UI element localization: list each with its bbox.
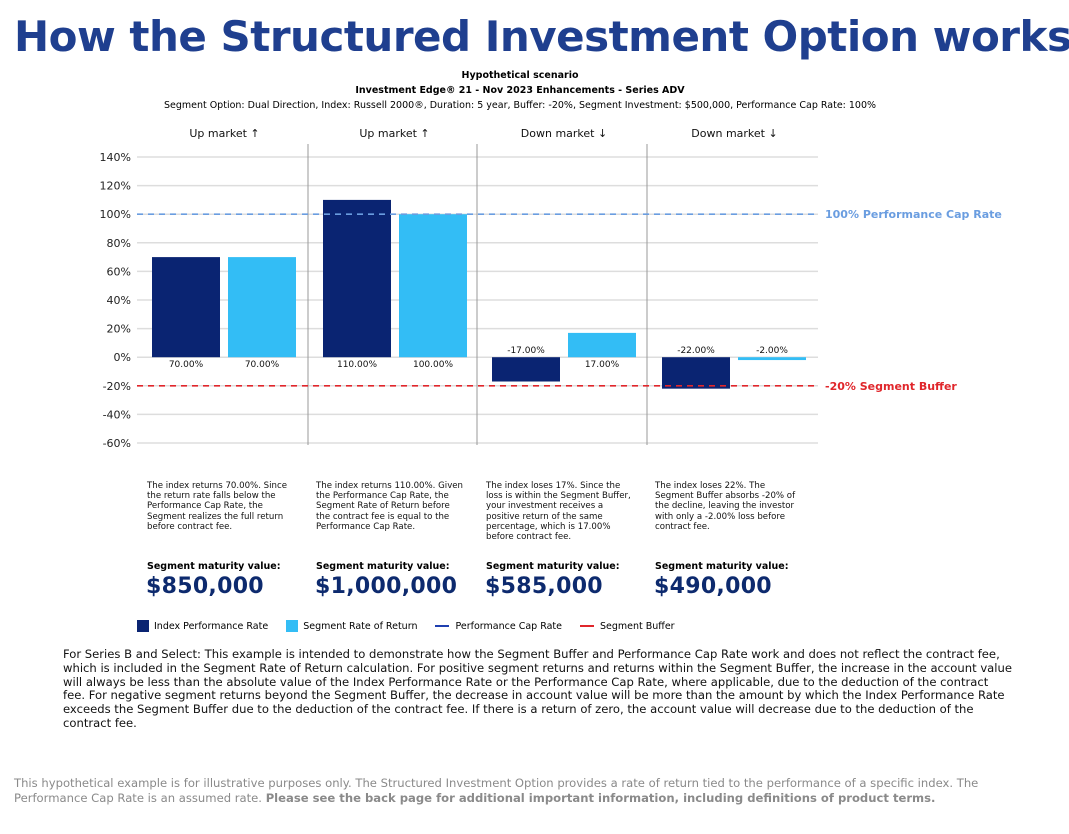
segment-details-text: Segment Option: Dual Direction, Index: R… — [163, 100, 877, 111]
y-tick-label: 80% — [107, 237, 131, 250]
bar — [568, 332, 636, 358]
category-header: Down market ↓ — [521, 127, 607, 140]
legend-label-buffer: Segment Buffer — [599, 620, 675, 632]
segment-details: Segment Option: Dual Direction, Index: R… — [0, 100, 1040, 111]
footer-text: This hypothetical example is for illustr… — [14, 776, 979, 805]
maturity-label-3: Segment maturity value: — [486, 561, 620, 572]
legend-line-cap — [435, 625, 450, 627]
legend-swatch-segment — [286, 620, 299, 632]
bar — [492, 357, 560, 382]
scenario-description-4: The index loses 22%. The Segment Buffer … — [655, 481, 796, 532]
scenario-description-1: The index returns 70.00%. Since the retu… — [147, 481, 287, 532]
bar — [662, 357, 730, 389]
category-header: Up market ↑ — [189, 127, 259, 140]
bar-data-label: 70.00% — [245, 360, 280, 370]
maturity-label-2: Segment maturity value: — [316, 561, 450, 572]
chart-legend: Index Performance Rate Segment Rate of R… — [137, 620, 693, 632]
bar — [399, 214, 467, 358]
maturity-value-1: $850,000 — [146, 574, 264, 599]
maturity-value-3: $585,000 — [485, 574, 603, 599]
y-tick-label: 0% — [114, 351, 131, 364]
scenario-heading: Hypothetical scenario — [461, 70, 579, 81]
legend-segment: Segment Rate of Return — [286, 620, 417, 632]
legend-index: Index Performance Rate — [137, 620, 268, 632]
reference-line-label: 100% Performance Cap Rate — [825, 208, 1002, 221]
disclaimer-text: For Series B and Select: This example is… — [63, 647, 1012, 730]
category-header: Down market ↓ — [691, 127, 777, 140]
scenario-description-3: The index loses 17%. Since the loss is w… — [486, 481, 631, 543]
bar — [323, 199, 391, 358]
reference-line-label: -20% Segment Buffer — [825, 380, 957, 393]
bar-data-label: 100.00% — [413, 360, 453, 370]
maturity-label-1: Segment maturity value: — [147, 561, 281, 572]
bar-data-label: 110.00% — [337, 360, 377, 370]
y-tick-label: 140% — [100, 151, 131, 164]
legend-label-cap: Performance Cap Rate — [455, 620, 562, 632]
y-tick-label: 60% — [107, 265, 131, 278]
bar-data-label: 17.00% — [585, 360, 620, 370]
y-tick-label: 100% — [100, 208, 131, 221]
legend-line-buffer — [579, 625, 594, 627]
footer-bold-text: Please see the back page for additional … — [265, 791, 936, 805]
bar — [738, 357, 806, 361]
bar-data-label: -17.00% — [507, 346, 545, 356]
category-header: Up market ↑ — [359, 127, 429, 140]
legend-buffer: Segment Buffer — [579, 620, 675, 632]
legend-cap: Performance Cap Rate — [435, 621, 562, 632]
legend-label-segment: Segment Rate of Return — [303, 620, 418, 632]
maturity-value-2: $1,000,000 — [315, 574, 458, 599]
product-heading: Investment Edge® 21 - Nov 2023 Enhanceme… — [355, 85, 685, 96]
y-tick-label: -60% — [103, 437, 131, 450]
y-tick-label: 20% — [107, 323, 131, 336]
y-tick-label: -20% — [103, 380, 131, 393]
maturity-label-4: Segment maturity value: — [655, 561, 789, 572]
page-title: How the Structured Investment Option wor… — [14, 12, 1069, 61]
maturity-value-4: $490,000 — [654, 574, 772, 599]
legend-label-index: Index Performance Rate — [154, 620, 269, 632]
footer-note: This hypothetical example is for illustr… — [14, 776, 1044, 806]
bar-data-label: -2.00% — [756, 346, 788, 356]
bar — [152, 257, 220, 358]
y-tick-label: 120% — [100, 180, 131, 193]
scenario-chart: 140% 120% 100% 80% 60% 40% 20% 0% -20% -40% -60% Up… — [100, 127, 1002, 450]
scenario-description-2: The index returns 110.00%. Given the Per… — [316, 481, 464, 532]
bar-data-label: -22.00% — [677, 346, 715, 356]
y-tick-label: 40% — [107, 294, 131, 307]
y-tick-label: -40% — [103, 408, 131, 421]
legend-swatch-index — [137, 620, 149, 632]
bar — [228, 257, 296, 358]
bar-data-label: 70.00% — [169, 360, 204, 370]
